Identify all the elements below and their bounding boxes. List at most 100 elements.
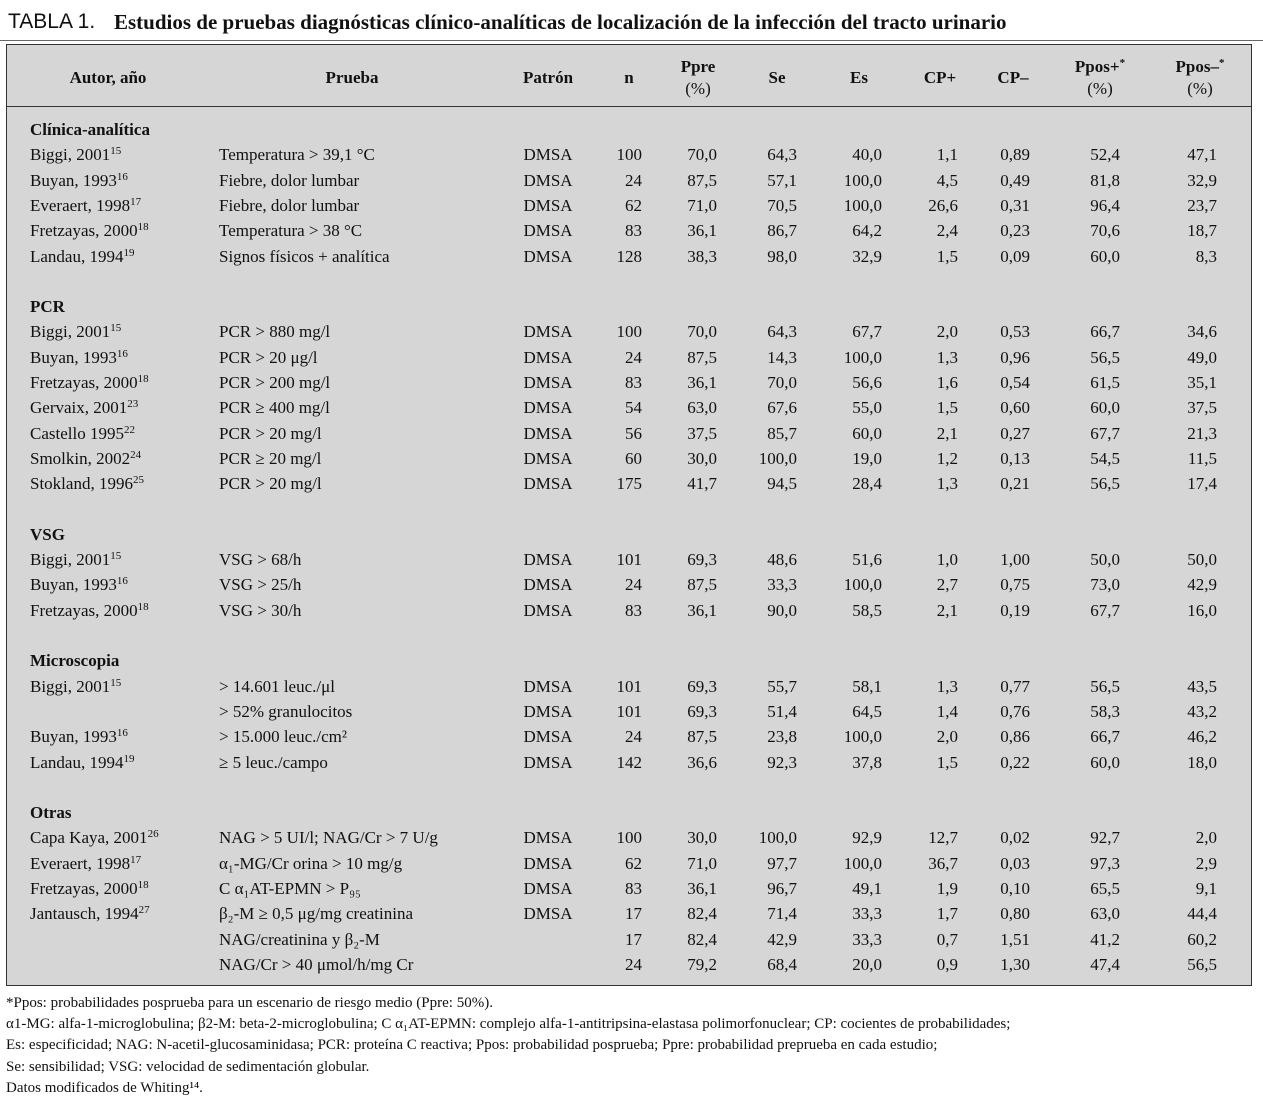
value-cell: 100	[616, 145, 643, 165]
value-cell: 36,1	[687, 600, 717, 620]
header-text: Es	[850, 68, 868, 87]
author-cell: Landau, 199419	[30, 753, 134, 773]
value-cell: 101	[616, 676, 643, 696]
value-cell: DMSA	[523, 195, 573, 215]
value-cell: 1,30	[1000, 954, 1030, 974]
value-cell: 51,6	[852, 550, 882, 570]
value-cell: 100,0	[843, 727, 882, 747]
header-unit: (%)	[1087, 79, 1113, 98]
value-cell: 87,5	[687, 170, 717, 190]
value-cell: 92,3	[767, 752, 797, 772]
author-cell: Biggi, 200115	[30, 677, 121, 697]
author: Gervaix, 2001	[30, 398, 128, 418]
value-cell: 67,6	[767, 398, 797, 418]
reference: 16	[116, 575, 128, 588]
value-cell: 73,0	[1090, 575, 1120, 595]
value-cell: 64,3	[767, 145, 797, 165]
reference: 25	[132, 474, 144, 487]
author: Jantausch, 1994	[30, 904, 139, 924]
value-cell: 55,0	[852, 398, 882, 418]
author: Biggi, 2001	[30, 322, 111, 342]
author-cell: Fretzayas, 200018	[30, 373, 149, 393]
value-cell: 36,1	[687, 221, 717, 241]
test-cell: PCR > 20 mg/l	[219, 474, 322, 494]
title-rule	[0, 40, 1263, 41]
test-cell: C α₁AT-EPMN > P₉₅	[219, 879, 361, 898]
test-cell: ≥ 5 leuc./campo	[219, 752, 328, 772]
value-cell: 1,5	[936, 752, 958, 772]
value-cell: 100,0	[843, 575, 882, 595]
value-cell: 44,4	[1187, 904, 1217, 924]
author: Everaert, 1998	[30, 853, 131, 873]
header-cell: n	[624, 68, 633, 88]
value-cell: 82,4	[687, 904, 717, 924]
value-cell: 1,3	[936, 676, 958, 696]
value-cell: 0,86	[1000, 727, 1030, 747]
value-cell: 23,8	[767, 727, 797, 747]
author: Landau, 1994	[30, 752, 124, 772]
test-cell: Fiebre, dolor lumbar	[219, 195, 360, 215]
test-cell: PCR > 20 mg/l	[219, 423, 322, 443]
value-cell: 23,7	[1187, 195, 1217, 215]
value-cell: 71,4	[767, 904, 797, 924]
header-text: n	[624, 68, 634, 87]
reference: 17	[130, 853, 142, 866]
author-cell: Everaert, 199817	[30, 854, 141, 874]
header-cell: Se	[769, 68, 786, 88]
reference: 22	[123, 423, 135, 436]
value-cell: 0,60	[1000, 398, 1030, 418]
value-cell: DMSA	[523, 170, 573, 190]
value-cell: 0,49	[1000, 170, 1030, 190]
value-cell: 19,0	[852, 448, 882, 468]
test-cell: VSG > 68/h	[219, 550, 302, 570]
value-cell: 1,3	[936, 347, 958, 367]
value-cell: 83	[625, 373, 642, 392]
value-cell: 37,5	[1187, 398, 1217, 418]
value-cell: 33,3	[852, 929, 882, 949]
author-cell: Everaert, 199817	[30, 196, 141, 216]
value-cell: 0,76	[1000, 701, 1030, 721]
value-cell: 90,0	[767, 600, 797, 620]
value-cell: 0,89	[1000, 145, 1030, 165]
reference: 18	[137, 600, 149, 613]
title-label: TABLA 1.	[8, 10, 96, 33]
footnote: Es: especificidad; NAG: N-acetil-glucosa…	[6, 1037, 938, 1054]
value-cell: 58,5	[852, 600, 882, 620]
value-cell: DMSA	[523, 904, 573, 924]
value-cell: 1,1	[936, 145, 958, 165]
value-cell: 1,7	[936, 904, 958, 924]
value-cell: 60,0	[1090, 398, 1120, 418]
header-text: Patrón	[522, 68, 574, 87]
value-cell: 50,0	[1090, 550, 1120, 570]
value-cell: DMSA	[523, 474, 573, 494]
value-cell: 83	[625, 600, 642, 620]
value-cell: 56	[625, 423, 642, 443]
value-cell: 100,0	[758, 828, 797, 848]
author: Buyan, 1993	[30, 575, 117, 595]
author: Smolkin, 2002	[30, 448, 131, 468]
value-cell: 2,0	[936, 322, 958, 342]
value-cell: 24	[625, 575, 642, 595]
test-cell: Temperatura > 39,1 °C	[219, 145, 375, 165]
value-cell: 26,6	[928, 195, 958, 215]
value-cell: 87,5	[687, 727, 717, 747]
value-cell: 64,3	[767, 322, 797, 342]
section-title: Otras	[30, 803, 72, 823]
section-title: Clínica-analítica	[30, 120, 150, 139]
value-cell: DMSA	[523, 600, 573, 620]
value-cell: DMSA	[523, 676, 573, 696]
value-cell: 41,7	[687, 474, 717, 494]
value-cell: 70,0	[767, 373, 797, 392]
value-cell: 32,9	[852, 246, 882, 266]
value-cell: 82,4	[687, 929, 717, 949]
author: Buyan, 1993	[30, 170, 117, 190]
value-cell: 87,5	[687, 575, 717, 595]
value-cell: 101	[616, 550, 643, 570]
value-cell: DMSA	[523, 575, 573, 595]
value-cell: 69,3	[687, 701, 717, 721]
reference: 19	[123, 752, 135, 765]
value-cell: 36,1	[687, 373, 717, 392]
value-cell: 175	[616, 474, 643, 494]
value-cell: 60	[625, 448, 642, 468]
value-cell: DMSA	[523, 550, 573, 570]
